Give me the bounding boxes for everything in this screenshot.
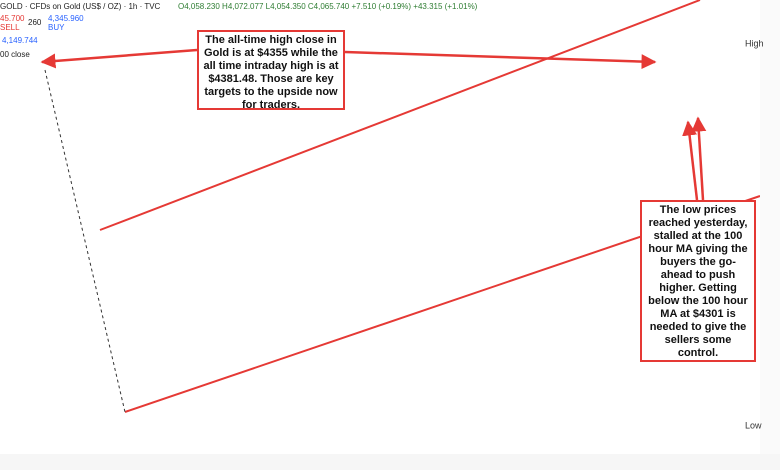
fib-line bbox=[44, 69, 126, 413]
ohlc: O4,058.230 H4,072.077 L4,054.350 C4,065.… bbox=[178, 2, 478, 11]
indicator: 4,149.744 bbox=[2, 36, 38, 45]
annotation: The low prices reached yesterday, stalle… bbox=[640, 200, 756, 362]
arrow bbox=[344, 50, 657, 70]
spread: 260 bbox=[28, 18, 42, 27]
annotation: The all-time high close in Gold is at $4… bbox=[197, 30, 345, 111]
symbol-title: GOLD · CFDs on Gold (US$ / OZ) · 1h · TV… bbox=[0, 2, 161, 11]
low-label: Low bbox=[745, 420, 762, 430]
time-axis bbox=[0, 454, 780, 470]
indicator-2: 00 close bbox=[0, 50, 30, 59]
sell-price: 45.700 bbox=[0, 14, 25, 23]
price-axis bbox=[760, 0, 780, 454]
high-label: High bbox=[745, 38, 764, 48]
buy-label: BUY bbox=[48, 23, 65, 32]
buy-price: 4,345.960 bbox=[48, 14, 84, 23]
arrow bbox=[40, 48, 198, 69]
sell-label: SELL bbox=[0, 23, 20, 32]
arrow bbox=[682, 120, 699, 201]
trend-upper bbox=[99, 0, 701, 231]
arrow bbox=[691, 116, 707, 201]
